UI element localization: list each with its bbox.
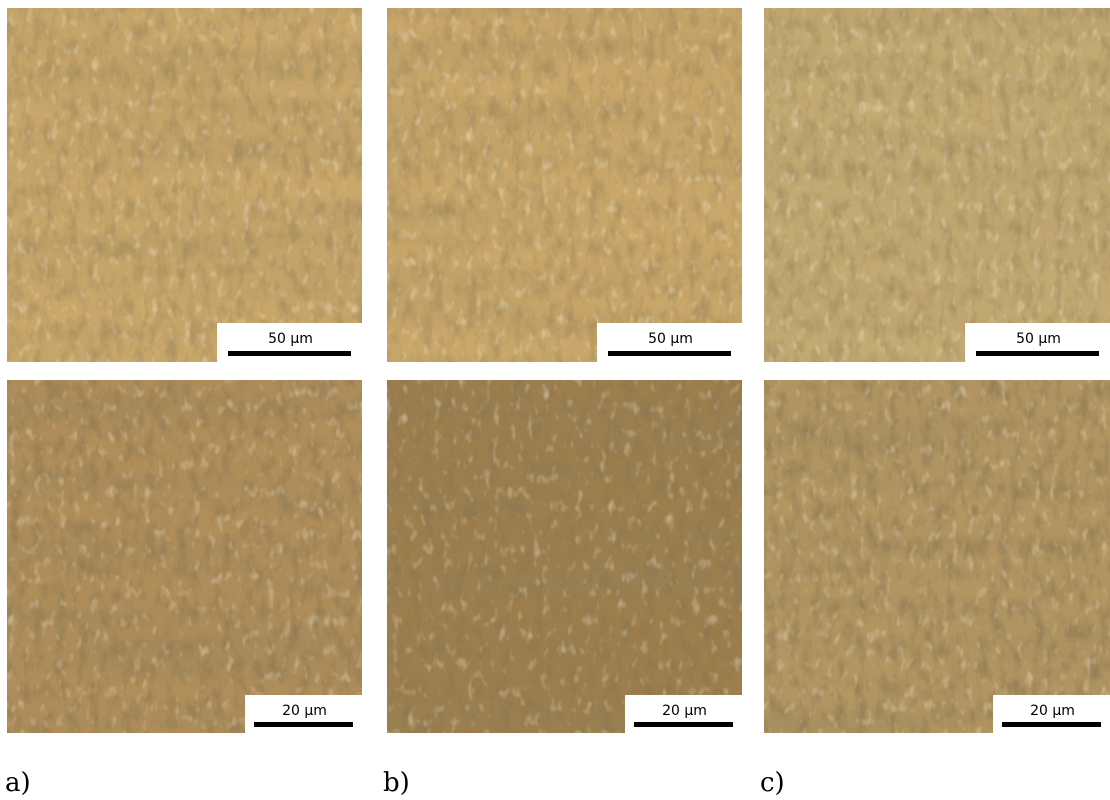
scale-bar [228,351,351,356]
scale-bar [608,351,731,356]
micrograph: 50 µm [387,8,742,362]
image-highlights [764,8,1110,362]
micrograph: 50 µm [7,8,362,362]
scale-bar-label: 50 µm [1016,331,1061,347]
panel-label: c) [760,768,785,798]
image-highlights [764,380,1110,733]
scale-bar-label: 20 µm [282,703,327,719]
scale-bar [1002,722,1101,727]
scale-bar-label: 50 µm [268,331,313,347]
scale-bar [634,722,733,727]
figure: 50 µm 20 µm a) 50 µm 20 µm b) 50 µm 20 µm c) [0,0,1110,800]
panel-label: a) [5,768,31,798]
micrograph: 50 µm [764,8,1110,362]
image-highlights [387,8,742,362]
micrograph: 20 µm [7,380,362,733]
scale-bar-label: 20 µm [1030,703,1075,719]
scale-bar [976,351,1099,356]
image-highlights [7,380,362,733]
micrograph: 20 µm [387,380,742,733]
scale-bar [254,722,353,727]
scale-bar-label: 50 µm [648,331,693,347]
panel-label: b) [383,768,410,798]
scale-bar-label: 20 µm [662,703,707,719]
micrograph: 20 µm [764,380,1110,733]
image-highlights [387,380,742,733]
image-highlights [7,8,362,362]
